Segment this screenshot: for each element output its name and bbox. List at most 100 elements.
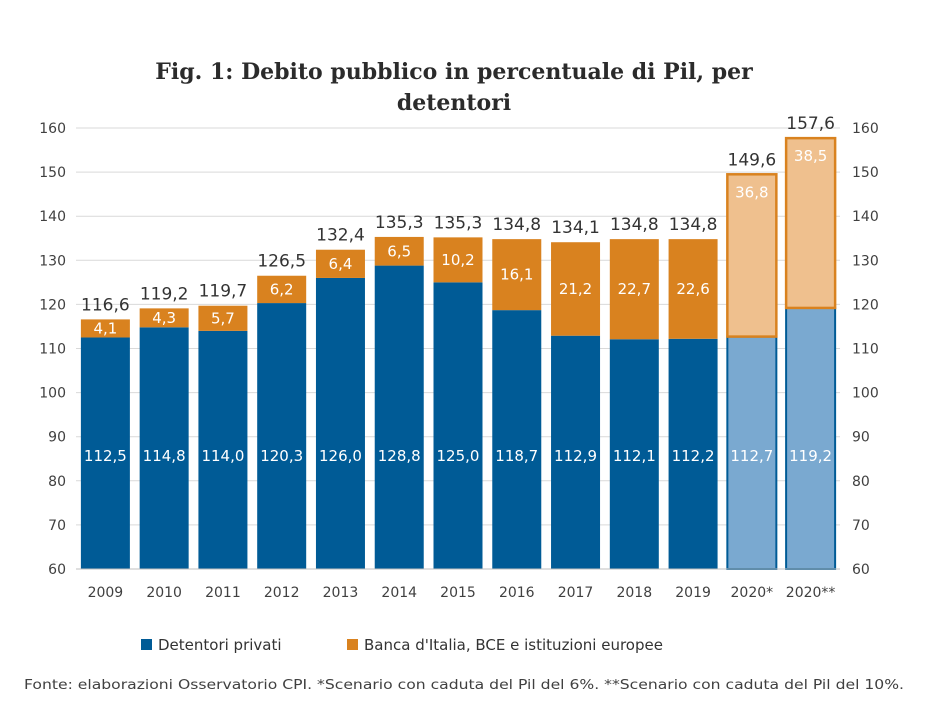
legend-swatch-private [141,639,152,650]
data-label-total: 134,1 [551,218,600,238]
y-tick-label-left: 80 [48,474,66,490]
data-label-total: 135,3 [434,213,483,233]
y-tick-label-right: 80 [852,474,870,490]
bar-institutions [315,249,365,278]
legend-label-private: Detentori privati [158,636,282,654]
bar-group: 128,8 6,5 135,3 [374,213,424,569]
data-label-institutions: 6,2 [270,280,294,298]
bar-institutions [609,239,659,340]
bar-institutions [551,242,601,336]
data-label-private: 114,0 [201,447,244,465]
data-label-total: 149,6 [728,150,777,170]
y-axis-right: 60 70 80 90 100 110 120 130 140 150 160 [852,121,879,578]
y-tick-label-left: 100 [39,386,66,402]
legend-label-institutions: Banca d'Italia, BCE e istituzioni europe… [364,636,663,654]
y-tick-label-right: 130 [852,253,879,269]
y-tick-label-left: 90 [48,430,66,446]
bar-institutions [726,173,778,338]
data-label-institutions: 36,8 [735,183,768,201]
bar-group: 112,5 4,1 116,6 [80,295,130,569]
bar-private [374,265,424,569]
data-label-institutions: 4,3 [152,309,176,327]
bar-private [80,337,130,569]
y-tick-label-left: 130 [39,253,66,269]
x-tick-label: 2010 [146,585,182,601]
data-label-total: 119,7 [199,282,248,302]
bar-institutions [80,319,130,338]
data-label-total: 134,8 [669,215,718,235]
data-label-private: 126,0 [319,447,362,465]
bar-institutions [433,237,483,283]
bar-institutions [668,239,718,339]
data-label-private: 118,7 [495,447,538,465]
y-tick-label-left: 160 [39,121,66,137]
x-tick-label: 2013 [323,585,359,601]
data-label-total: 134,8 [610,215,659,235]
bar-institutions [139,308,189,328]
y-tick-label-right: 150 [852,165,879,181]
data-label-private: 114,8 [143,447,186,465]
bar-private [198,330,248,569]
bar-group: 114,8 4,3 119,2 [139,284,189,569]
bar-private [609,339,659,569]
data-label-total: 119,2 [140,284,189,304]
bar-institutions [492,239,542,311]
data-label-institutions: 10,2 [441,251,474,269]
y-tick-label-left: 150 [39,165,66,181]
data-label-institutions: 21,2 [559,280,592,298]
bar-group: 126,0 6,4 132,4 [315,226,365,569]
bar-private [668,338,718,569]
bar-group: 120,3 6,2 126,5 [257,252,307,569]
data-label-private: 112,5 [84,447,127,465]
y-tick-label-left: 110 [39,342,66,358]
data-label-total: 132,4 [316,226,365,246]
y-tick-label-left: 60 [48,562,66,578]
bar-institutions [257,275,307,304]
data-label-total: 134,8 [492,215,541,235]
bar-private [257,303,307,569]
legend-swatch-institutions [347,639,358,650]
data-label-private: 125,0 [437,447,480,465]
y-tick-label-right: 100 [852,386,879,402]
bar-private [139,327,189,569]
bar-group: 112,2 22,6 134,8 [668,215,718,569]
y-tick-label-right: 120 [852,297,879,313]
x-tick-label: 2009 [88,585,124,601]
data-label-institutions: 6,4 [329,255,353,273]
y-tick-label-left: 140 [39,209,66,225]
bar-groups: 112,54,1116,6114,84,3119,2114,05,7119,71… [80,114,837,570]
x-tick-label: 2014 [381,585,417,601]
x-tick-label: 2017 [558,585,594,601]
y-tick-label-right: 110 [852,342,879,358]
x-tick-label: 2015 [440,585,476,601]
bar-group: 118,7 16,1 134,8 [492,215,542,569]
data-label-private: 112,7 [730,447,773,465]
data-label-institutions: 22,7 [618,280,651,298]
bar-institutions [784,136,837,310]
data-label-total: 116,6 [81,295,130,315]
bar-group: 119,2 38,5 157,6 [784,114,837,570]
data-label-institutions: 38,5 [794,147,827,165]
data-label-total: 126,5 [257,252,306,272]
x-tick-label: 2011 [205,585,241,601]
bar-group: 112,7 36,8 149,6 [726,150,778,570]
x-tick-label: 2018 [616,585,652,601]
bar-group: 112,9 21,2 134,1 [551,218,601,569]
data-label-private: 119,2 [789,447,832,465]
bar-private [785,306,837,570]
data-label-institutions: 4,1 [93,319,117,337]
y-tick-label-right: 160 [852,121,879,137]
data-label-private: 112,9 [554,447,597,465]
data-label-institutions: 16,1 [500,266,533,284]
data-label-total: 135,3 [375,213,424,233]
y-tick-label-left: 120 [39,297,66,313]
bar-group: 112,1 22,7 134,8 [609,215,659,569]
x-tick-label: 2019 [675,585,711,601]
bar-group: 114,0 5,7 119,7 [198,282,248,569]
chart-title-line-1: Fig. 1: Debito pubblico in percentuale d… [155,59,753,85]
y-tick-label-right: 140 [852,209,879,225]
y-axis-left: 60 70 80 90 100 110 120 130 140 150 160 [39,121,66,578]
bar-group: 125,0 10,2 135,3 [433,213,483,569]
data-label-institutions: 5,7 [211,309,235,327]
